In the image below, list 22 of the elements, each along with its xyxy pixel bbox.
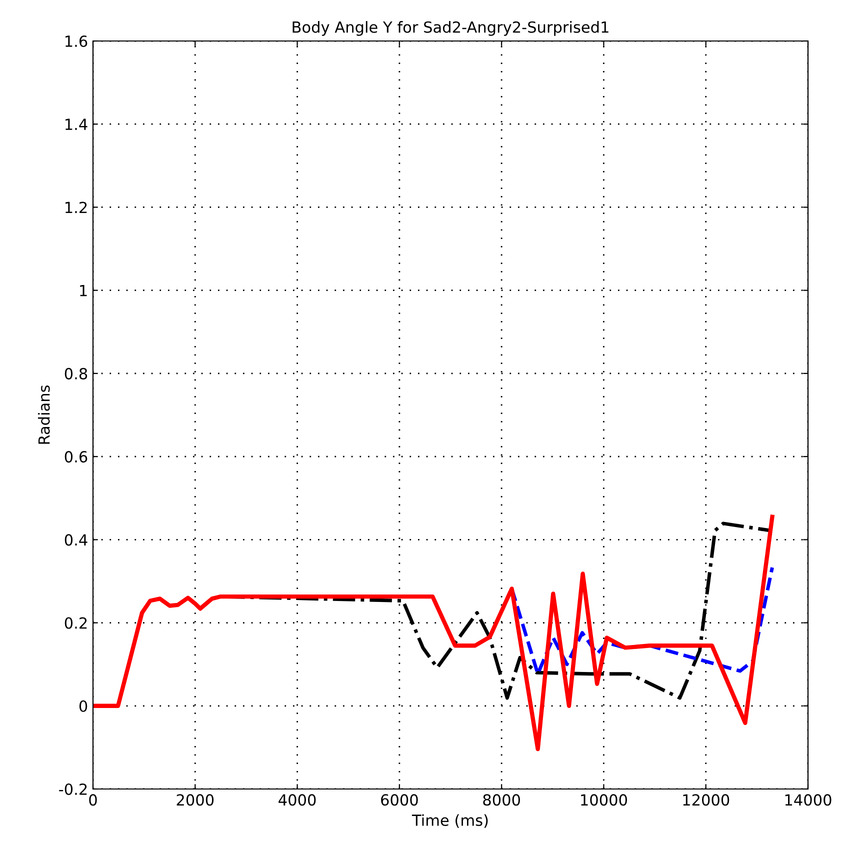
- chart-title: Body Angle Y for Sad2-Angry2-Surprised1: [292, 21, 608, 36]
- line-series: [93, 514, 774, 752]
- y-tick-label: 0.6: [64, 451, 88, 463]
- x-axis-title: Time (ms): [412, 814, 488, 828]
- y-tick-label: 0: [79, 700, 88, 712]
- y-axis-title: Radians: [38, 385, 50, 444]
- y-tick-label: 1.2: [66, 202, 87, 214]
- y-tick-label: -0.2: [59, 783, 87, 796]
- x-tick-label: 0: [89, 794, 97, 806]
- y-tick-label: 1: [80, 285, 87, 296]
- x-tick-label: 4000: [278, 794, 316, 806]
- x-tick-label: 2000: [176, 794, 214, 806]
- y-tick-label: 1.4: [66, 118, 88, 130]
- x-tick-label: 6000: [381, 794, 418, 806]
- y-tick-label: 0.4: [64, 534, 88, 546]
- y-tick-label: 0.8: [64, 368, 88, 380]
- y-tick-label: 0.2: [64, 617, 87, 629]
- x-tick-label: 14000: [785, 794, 832, 806]
- x-tick-label: 10000: [581, 794, 627, 806]
- x-tick-label: 12000: [683, 794, 730, 806]
- x-tick-label: 8000: [483, 794, 520, 806]
- y-tick-label: 1.6: [66, 35, 88, 48]
